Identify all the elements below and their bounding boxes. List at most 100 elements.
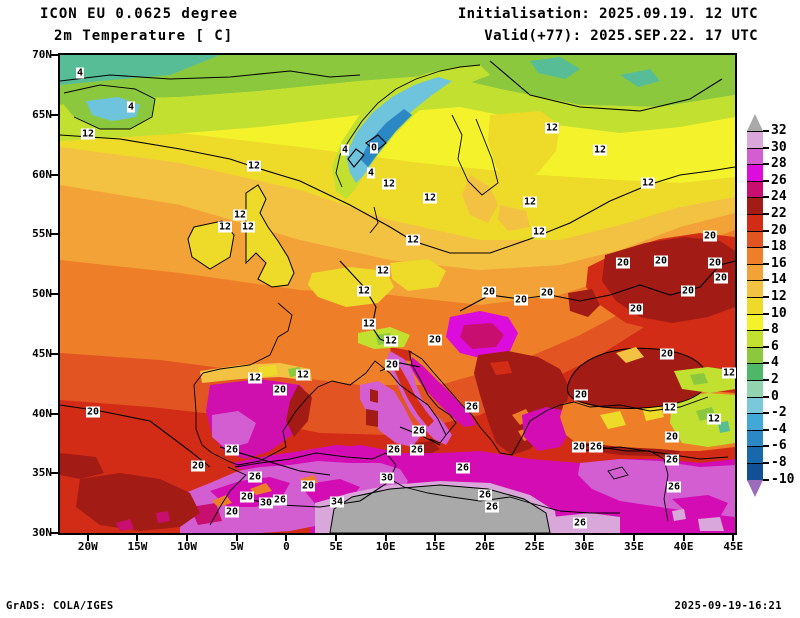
contour-label: 12 [295, 369, 311, 381]
colorbar-tick-label: 12 [771, 289, 787, 304]
colorbar-tick-mark [763, 445, 769, 448]
colorbar-segment [747, 180, 763, 199]
colorbar-segment [747, 297, 763, 315]
contour-label: 26 [411, 425, 427, 437]
colorbar-tick-mark [763, 196, 769, 199]
contour-label: 20 [659, 348, 675, 360]
colorbar-tick-mark [763, 229, 769, 232]
colorbar-segment [747, 147, 763, 166]
colorbar-segment [747, 164, 763, 182]
colorbar-tick-mark [763, 130, 769, 132]
contour-label: 26 [247, 471, 263, 483]
contour-label: 20 [427, 334, 443, 346]
lon-tick-mark [86, 534, 89, 541]
contour-label: 12 [422, 192, 438, 204]
contour-label: 20 [513, 294, 529, 306]
colorbar-tick-mark [763, 478, 769, 481]
contour-label: 4 [126, 101, 136, 113]
lon-tick-label: 15E [425, 540, 446, 553]
contour-label: 12 [531, 226, 547, 238]
lon-tick-mark [533, 534, 536, 541]
colorbar-segment [747, 429, 763, 448]
lon-tick-mark [682, 534, 685, 541]
colorbar-tick-label: 22 [771, 206, 787, 221]
colorbar-tick-label: -10 [771, 471, 795, 487]
coastlines [63, 64, 709, 526]
contour-label: 12 [356, 285, 372, 297]
contour-label: 12 [361, 318, 377, 330]
contour-label: 12 [246, 160, 262, 172]
colorbar-tick-mark [763, 362, 769, 365]
colorbar-segment [747, 330, 763, 348]
lon-tick-mark [335, 534, 338, 541]
lat-tick-mark [51, 233, 59, 236]
lon-tick-label: 5W [230, 540, 244, 553]
colorbar-tick-label: -4 [771, 421, 787, 437]
contour-label: 26 [455, 462, 471, 474]
contour-label: 12 [405, 234, 421, 246]
lat-tick-label: 35N [32, 466, 52, 480]
contour-label: 4 [340, 144, 350, 156]
colorbar-tick-mark [763, 146, 769, 149]
contour-label: 20 [239, 491, 255, 503]
colorbar-tick-label: 24 [771, 189, 787, 205]
colorbar-tick-label: 8 [771, 322, 779, 338]
colorbar-segment [747, 463, 763, 481]
contour-label: 12 [640, 177, 656, 189]
contour-label: 20 [573, 389, 589, 401]
colorbar-tick-label: -8 [771, 455, 787, 470]
lon-tick-label: 0 [283, 540, 290, 553]
colorbar-tick-label: 0 [771, 388, 779, 404]
colorbar-tick-mark [763, 163, 769, 166]
init-time: Initialisation: 2025.09.19. 12 UTC [457, 6, 758, 22]
contour-label: 12 [544, 122, 560, 134]
lon-tick-mark [186, 534, 189, 541]
plot-timestamp: 2025-09-19-16:21 [674, 600, 782, 612]
contour-label: 20 [300, 480, 316, 492]
contour-label: 12 [662, 402, 678, 414]
contour-label: 20 [702, 230, 718, 242]
colorbar-tick-label: 28 [771, 156, 787, 172]
colorbar-tick-mark [763, 312, 769, 315]
contour-label: 26 [572, 517, 588, 529]
lon-tick-mark [434, 534, 437, 541]
contour-label: 20 [664, 431, 680, 443]
contour-label: 26 [588, 441, 604, 453]
contour-label: 20 [272, 384, 288, 396]
contour-label: 12 [381, 178, 397, 190]
colorbar-segment [747, 263, 763, 282]
lon-tick-label: 10E [375, 540, 396, 553]
lat-tick-mark [51, 173, 59, 176]
field-title: 2m Temperature [ C] [54, 28, 234, 44]
lat-tick-label: 60N [32, 167, 52, 181]
map-plot-area: 4 4 12 4 0 4 12 12 12 12 12 12 12 12 12 12 12 12 12 12 12 12 2… [58, 53, 737, 535]
lon-tick-label: 40E [673, 540, 694, 553]
colorbar-segment [747, 197, 763, 215]
lon-tick-mark [583, 534, 586, 541]
lat-tick-label: 45N [32, 346, 52, 360]
lat-tick-label: 70N [32, 48, 52, 61]
contour-label: 34 [329, 496, 345, 508]
colorbar-tick-label: 10 [771, 305, 787, 321]
model-title: ICON EU 0.0625 degree [40, 6, 239, 22]
contour-label: 20 [680, 285, 696, 297]
contour-label: 12 [80, 128, 96, 140]
colorbar-tick-label: 2 [771, 372, 779, 387]
colorbar-segment [747, 446, 763, 464]
colorbar-segment [747, 230, 763, 249]
colorbar-tick-label: 26 [771, 172, 787, 188]
lon-tick-label: 25E [524, 540, 545, 553]
contour-label: 20 [615, 257, 631, 269]
contour-label: 12 [592, 144, 608, 156]
colorbar-tick-label: 14 [771, 272, 787, 288]
colorbar-segment [747, 413, 763, 431]
contour-label: 20 [713, 272, 729, 284]
lat-tick-mark [51, 113, 59, 116]
lat-tick-label: 50N [32, 287, 52, 300]
lat-tick-label: 65N [32, 107, 52, 121]
colorbar-tick-mark [763, 213, 769, 215]
contour-label: 20 [481, 286, 497, 298]
contour-lines [60, 60, 735, 508]
contour-label: 30 [379, 472, 395, 484]
